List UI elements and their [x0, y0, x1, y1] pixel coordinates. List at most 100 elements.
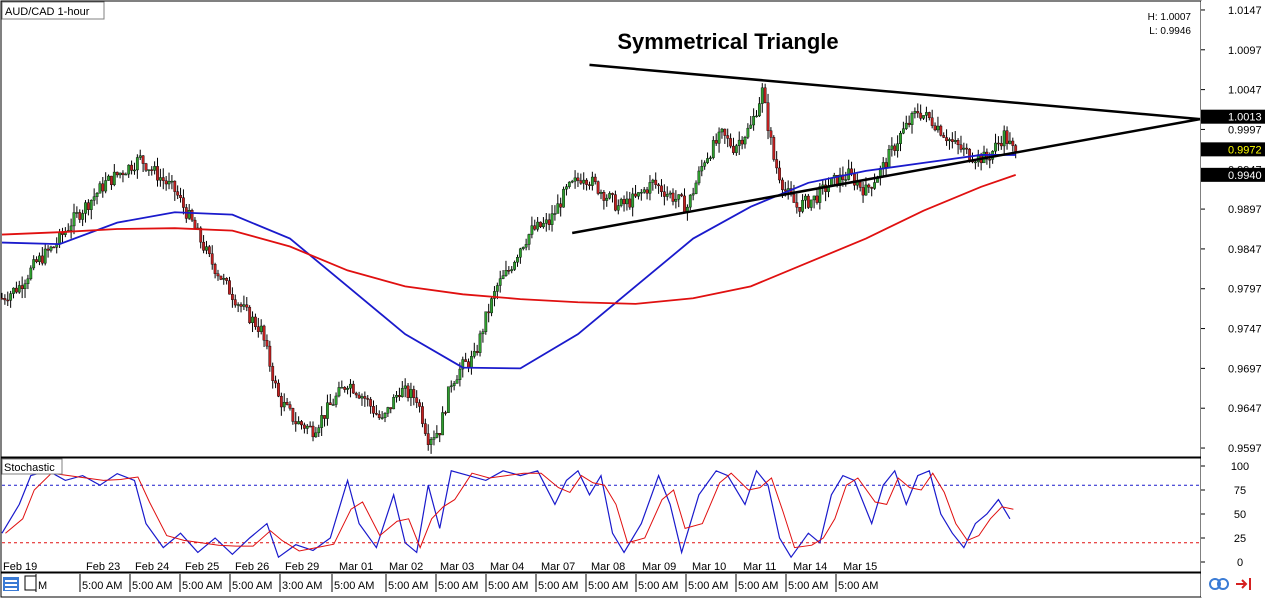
candle-body — [170, 180, 174, 183]
candle-body — [539, 221, 542, 228]
menu-icon[interactable] — [3, 577, 19, 591]
candle-body — [81, 213, 85, 220]
candle-body — [374, 413, 378, 415]
candle-body — [913, 111, 917, 114]
link-icon[interactable] — [1209, 578, 1229, 590]
candle-body — [1011, 140, 1015, 146]
candle-body — [642, 189, 646, 193]
candle-body — [357, 394, 361, 399]
candle-body — [729, 138, 732, 147]
candle-body — [233, 299, 237, 306]
symbol-label: AUD/CAD 1-hour — [5, 6, 90, 18]
candle-body — [674, 198, 678, 202]
candle-body — [210, 253, 214, 265]
y-tick-label: 0.9747 — [1228, 324, 1262, 336]
candle-body — [38, 255, 41, 262]
candle-body — [366, 398, 370, 400]
candle-body — [562, 188, 565, 208]
stochastic-tick-label: 25 — [1234, 533, 1246, 545]
candle-body — [616, 205, 620, 211]
time-label: 5:00 AM — [488, 580, 528, 592]
candle-body — [691, 193, 695, 196]
stochastic-tick-label: 75 — [1234, 485, 1246, 497]
candle-body — [438, 432, 442, 436]
candle-body — [778, 167, 781, 181]
candle-body — [17, 285, 21, 293]
candle-body — [657, 184, 660, 187]
candle-body — [613, 194, 617, 211]
candle-body — [248, 306, 252, 324]
candle-body — [207, 246, 211, 254]
candle-body — [320, 415, 324, 428]
candle-body — [752, 116, 756, 126]
stochastic-tick-label: 50 — [1234, 509, 1246, 521]
candle-body — [337, 387, 341, 397]
candle-body — [156, 166, 159, 181]
candle-body — [1008, 140, 1012, 144]
candle-body — [950, 139, 954, 142]
candle-body — [182, 197, 185, 208]
candle-body — [1005, 130, 1009, 144]
candle-body — [12, 287, 15, 294]
candle-body — [706, 158, 709, 163]
candle-body — [720, 128, 724, 133]
time-label: 5:00 AM — [388, 580, 428, 592]
candle-body — [536, 221, 540, 230]
candle-body — [343, 387, 347, 390]
candle-body — [75, 212, 79, 214]
y-tick-label: 0.9997 — [1228, 124, 1262, 136]
date-label: Feb 24 — [135, 561, 169, 573]
y-tick-label: 0.9647 — [1228, 403, 1262, 415]
candle-body — [769, 130, 773, 138]
time-label: 5:00 AM — [538, 580, 578, 592]
candle-body — [392, 397, 396, 410]
candle-body — [86, 202, 90, 210]
candle-body — [147, 169, 151, 171]
y-tick-label: 0.9597 — [1228, 443, 1262, 455]
candle-body — [783, 189, 787, 192]
candle-body — [544, 219, 548, 224]
candle-body — [498, 278, 502, 286]
candle-body — [556, 203, 560, 214]
candle-body — [464, 359, 468, 362]
candle-body — [121, 172, 125, 175]
candle-body — [772, 137, 776, 160]
candle-body — [631, 193, 635, 208]
candle-body — [493, 291, 496, 299]
date-label: Mar 02 — [389, 561, 423, 573]
candle-body — [409, 389, 413, 398]
candle-body — [452, 383, 456, 387]
candle-body — [734, 145, 738, 153]
candle-body — [637, 192, 640, 197]
candle-body — [354, 392, 358, 396]
candle-body — [236, 304, 240, 306]
candle-body — [225, 278, 229, 281]
ma-red-line — [1, 173, 1016, 305]
candle-body — [271, 366, 275, 381]
candle-body — [717, 131, 721, 144]
candle-body — [956, 140, 960, 146]
arrow-right-icon[interactable] — [1236, 578, 1251, 590]
time-label: 5:00 AM — [182, 580, 222, 592]
date-label: Mar 10 — [692, 561, 726, 573]
candle-body — [187, 210, 191, 219]
candle-body — [573, 177, 577, 182]
candle-body — [599, 192, 603, 194]
candle-body — [680, 194, 684, 197]
candle-body — [619, 199, 623, 206]
candle-body — [0, 298, 4, 300]
candle-body — [910, 113, 914, 125]
candle-body — [916, 111, 920, 114]
time-label: 5:00 AM — [132, 580, 172, 592]
candle-body — [202, 241, 205, 251]
candle-body — [899, 132, 902, 144]
candle-body — [732, 145, 735, 153]
candle-body — [997, 142, 1000, 145]
candle-body — [32, 259, 36, 269]
candle-body — [602, 192, 606, 201]
candle-body — [516, 257, 519, 263]
candle-body — [446, 386, 450, 413]
candle-body — [677, 194, 681, 200]
candle-body — [838, 174, 842, 187]
